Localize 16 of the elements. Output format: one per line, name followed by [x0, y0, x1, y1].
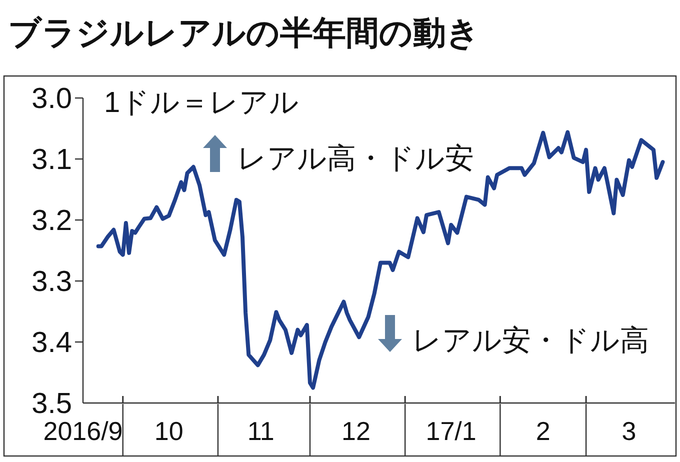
x-tick-label: 3	[622, 416, 636, 446]
chart-title: ブラジルレアルの半年間の動き	[8, 14, 480, 51]
y-tick-label: 3.4	[32, 327, 72, 359]
y-tick-label: 3.0	[32, 83, 72, 115]
x-tick-label: 12	[342, 416, 370, 446]
x-tick-label: 17/1	[426, 416, 476, 446]
x-tick-label: 11	[247, 416, 274, 446]
x-tick-label: 10	[154, 416, 184, 446]
annotation: レアル高・ドル安	[237, 143, 474, 175]
y-axis-title: 1ドル＝レアル	[104, 87, 300, 119]
y-tick-label: 3.1	[32, 144, 72, 176]
annotation: レアル安・ドル高	[412, 325, 649, 357]
line-series	[96, 130, 665, 390]
y-tick-label: 3.2	[32, 205, 72, 237]
x-tick-label: 2	[536, 416, 550, 446]
y-tick-label: 3.3	[32, 266, 72, 298]
